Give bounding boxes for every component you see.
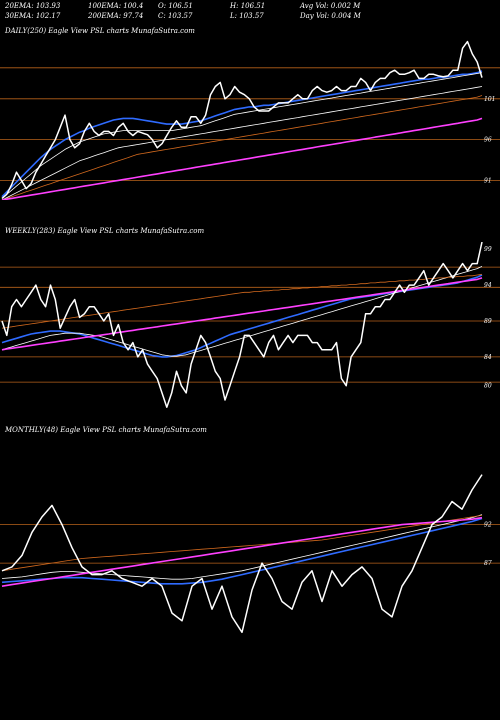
daily-chart: 101 96 91 <box>0 40 500 200</box>
monthly-ema-line-2 <box>1 514 483 580</box>
daily-y-tick-label-1: 96 <box>484 137 492 144</box>
monthly-price-line <box>1 474 483 634</box>
daily-ema-line-4 <box>1 95 483 200</box>
ema30-label: 30EMA: 102.17 <box>5 12 61 20</box>
monthly-ema-line-4 <box>1 516 483 587</box>
high-label: H: 106.51 <box>230 2 266 10</box>
weekly-ema-line-4 <box>1 277 483 351</box>
weekly-chart: 99 94 89 84 80 <box>0 242 500 408</box>
monthly-chart: 92 87 <box>0 474 500 634</box>
daily-panel-title: DAILY(250) Eagle View PSL charts MunafaS… <box>5 27 195 35</box>
weekly-panel-title: WEEKLY(283) Eagle View PSL charts Munafa… <box>5 227 205 235</box>
daily-ema-line-5 <box>1 117 483 200</box>
weekly-price-line <box>1 242 483 408</box>
monthly-panel-title: MONTHLY(48) Eagle View PSL charts Munafa… <box>5 426 207 434</box>
monthly-ema-line-3 <box>1 515 483 572</box>
weekly-y-tick-label-1: 94 <box>484 282 492 289</box>
daily-y-tick-label-0: 101 <box>484 96 495 103</box>
close-label: C: 103.57 <box>158 12 193 20</box>
monthly-ema-line-1 <box>1 517 483 585</box>
avg-vol-label: Avg Vol: 0.002 M <box>300 2 361 10</box>
weekly-y-tick-label-3: 84 <box>484 354 492 361</box>
monthly-y-tick-label-1: 87 <box>484 560 492 567</box>
day-vol-label: Day Vol: 0.004 M <box>300 12 361 20</box>
low-label: L: 103.57 <box>230 12 264 20</box>
weekly-y-tick-label-2: 89 <box>484 318 492 325</box>
monthly-y-tick-label-0: 92 <box>484 522 492 529</box>
daily-price-line <box>1 40 483 199</box>
ema200-label: 200EMA: 97.74 <box>88 12 144 20</box>
weekly-y-tick-label-4: 80 <box>484 383 492 390</box>
daily-ema-line-3 <box>1 86 483 200</box>
chart-header: 20EMA: 103.93 100EMA: 100.4 O: 106.51 H:… <box>0 0 500 24</box>
daily-ema-line-2 <box>1 72 483 199</box>
weekly-y-tick-label-0: 99 <box>484 246 492 253</box>
daily-ema-line-1 <box>1 70 483 198</box>
ema100-label: 100EMA: 100.4 <box>88 2 144 10</box>
daily-y-tick-label-2: 91 <box>484 177 492 184</box>
open-label: O: 106.51 <box>158 2 193 10</box>
ema20-label: 20EMA: 103.93 <box>5 2 61 10</box>
